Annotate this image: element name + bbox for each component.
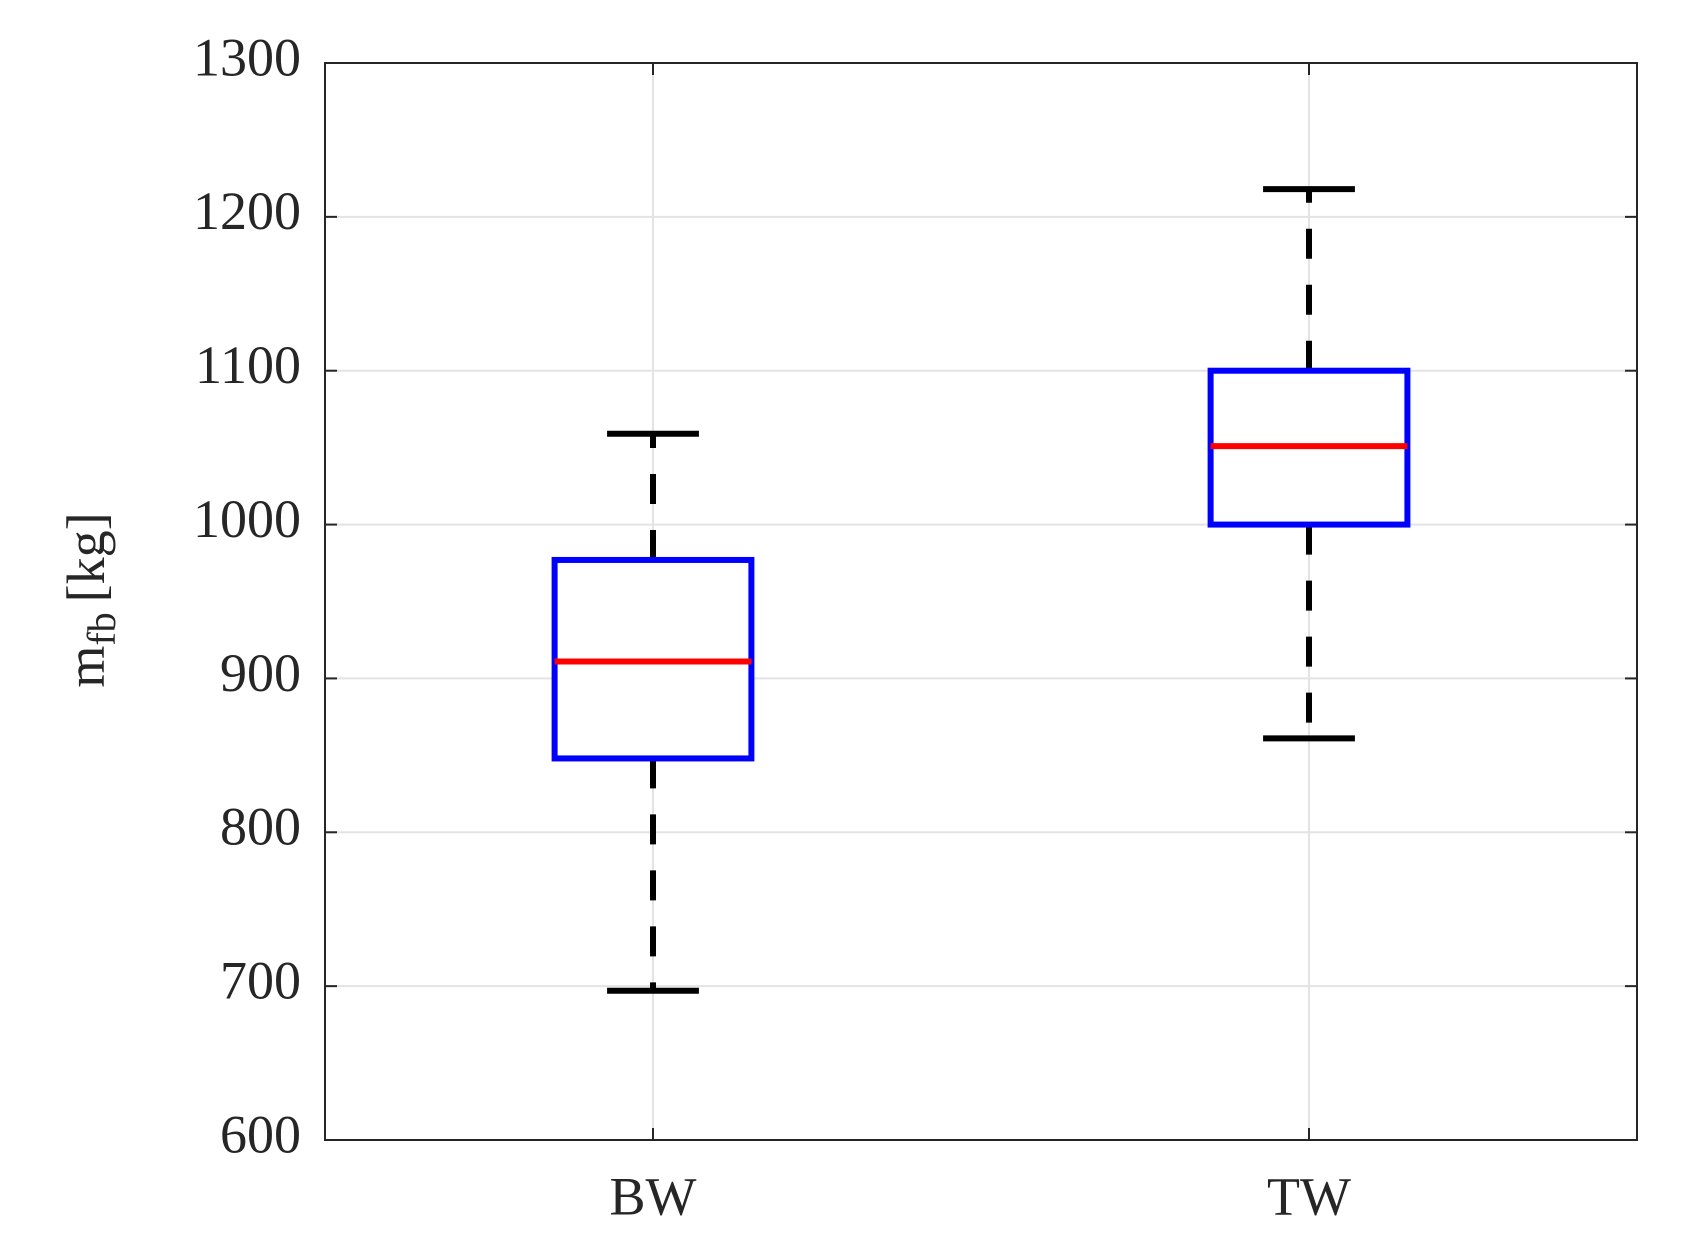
y-label-main: m <box>56 646 116 688</box>
y-label-subscript: fb <box>79 612 124 645</box>
y-tick-label: 1200 <box>193 181 301 241</box>
x-tick-label: BW <box>610 1166 697 1226</box>
y-label-unit: [kg] <box>56 512 116 602</box>
x-tick-label: TW <box>1267 1166 1351 1226</box>
y-axis-label: mfb [kg] <box>56 512 124 687</box>
plot-frame <box>324 62 1638 1141</box>
y-tick-label: 1000 <box>193 489 301 549</box>
y-tick-label: 800 <box>220 797 301 857</box>
y-tick-label: 600 <box>220 1104 301 1164</box>
y-tick-label: 700 <box>220 951 301 1011</box>
y-tick-label: 1100 <box>195 335 301 395</box>
y-tick-label: 1300 <box>193 27 301 87</box>
y-tick-label: 900 <box>220 643 301 703</box>
